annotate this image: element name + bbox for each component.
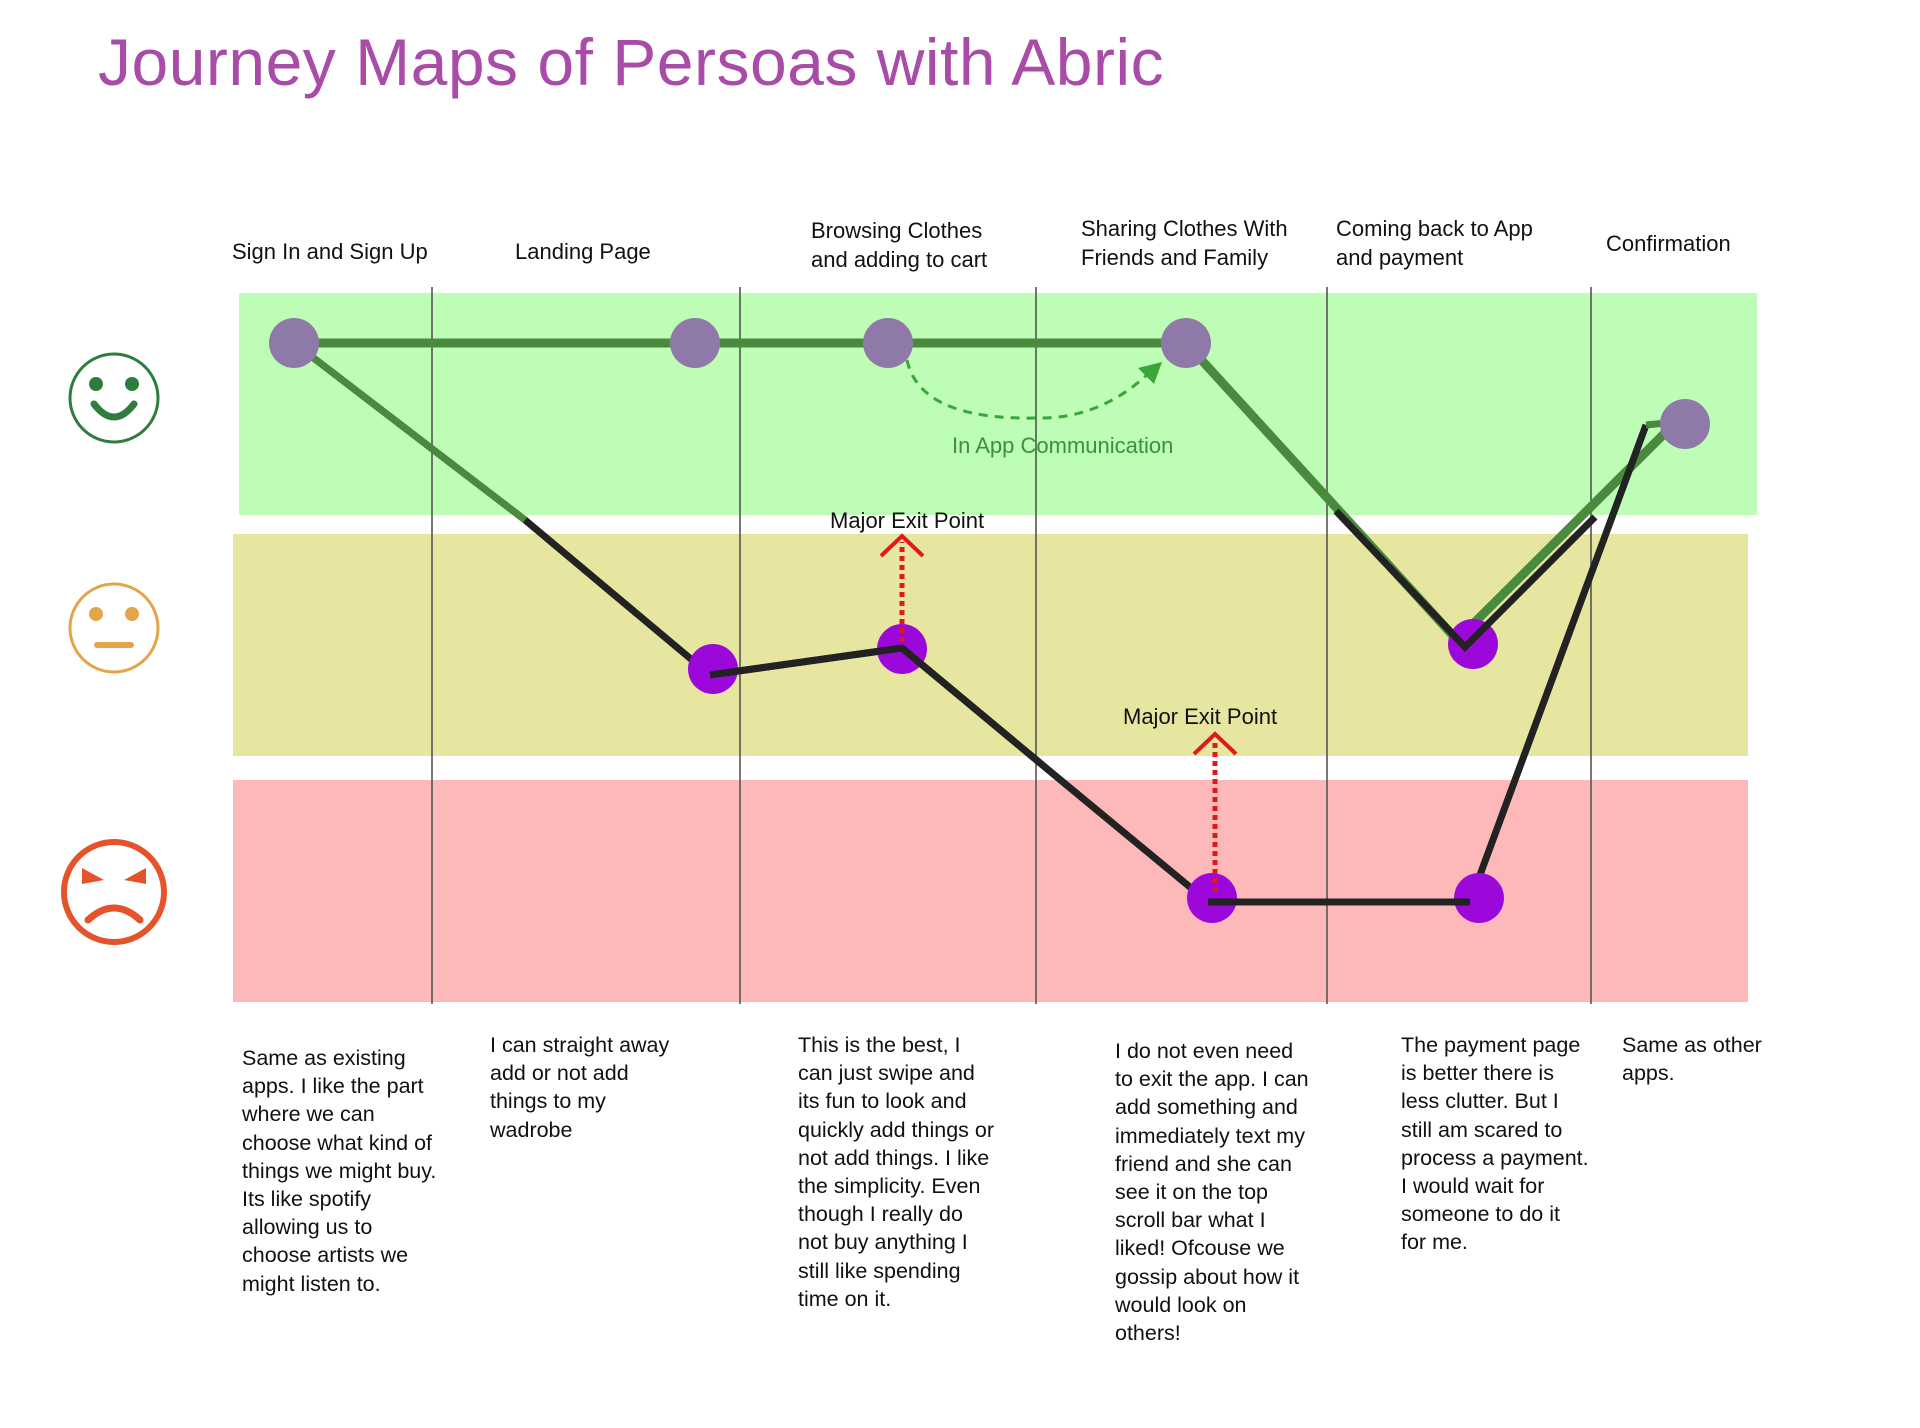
- journey-point: [863, 318, 913, 368]
- note-landing: I can straight away add or not add thing…: [490, 1033, 670, 1142]
- journey-point: [670, 318, 720, 368]
- stage-header-payment: Coming back to App and payment: [1336, 214, 1533, 272]
- persona-b-journey-line-detail: [709, 644, 1043, 766]
- stage-header-line: Sharing Clothes With: [1081, 216, 1288, 241]
- stage-header-sign-in: Sign In and Sign Up: [232, 237, 428, 266]
- arrow-head-icon: [1138, 362, 1162, 384]
- persona-a-journey-line-detail: [1333, 508, 1598, 653]
- stage-header-line: Browsing Clothes: [811, 218, 983, 243]
- stage-header-landing: Landing Page: [515, 237, 651, 266]
- note-browsing: This is the best, I can just swipe and i…: [798, 1033, 994, 1311]
- stage-header-line: and adding to cart: [811, 247, 988, 272]
- stage-dividers: [431, 287, 1592, 1004]
- band-happy: [239, 293, 1757, 515]
- note-sharing: I do not even need to exit the app. I ca…: [1115, 1039, 1309, 1346]
- note-sign-in: Same as existing apps. I like the part w…: [242, 1046, 437, 1296]
- journey-point: [1454, 873, 1504, 923]
- arrow-head-icon: [1192, 731, 1238, 756]
- major-exit-point-label-1: Major Exit Point: [830, 508, 984, 533]
- neutral-face-icon: [68, 582, 160, 674]
- stage-header-sharing: Sharing Clothes With Friends and Family: [1081, 214, 1288, 272]
- persona-a-points: [269, 318, 1710, 449]
- note-confirmation: Same as other apps.: [1622, 1033, 1762, 1086]
- stage-header-line: Sign In and Sign Up: [232, 239, 428, 264]
- journey-point: [688, 644, 738, 694]
- in-app-communication-label: In App Communication: [952, 433, 1173, 458]
- stage-header-line: Coming back to App: [1336, 216, 1533, 241]
- journey-point: [1161, 318, 1211, 368]
- stage-header-line: and payment: [1336, 245, 1464, 270]
- stage-header-line: Confirmation: [1606, 231, 1731, 256]
- in-app-communication-arrow: [905, 359, 1152, 420]
- persona-a-journey-line: [294, 338, 1680, 647]
- persona-a-journey-line-overlay: [291, 340, 528, 523]
- major-exit-point-label-2: Major Exit Point: [1123, 704, 1277, 729]
- arrow-head-icon: [879, 533, 925, 558]
- note-payment: The payment page is better there is less…: [1401, 1033, 1589, 1255]
- stage-header-line: Friends and Family: [1081, 245, 1269, 270]
- journey-point: [1187, 873, 1237, 923]
- journey-point: [269, 318, 319, 368]
- stage-header-line: Landing Page: [515, 239, 651, 264]
- stage-header-browsing: Browsing Clothes and adding to cart: [811, 216, 987, 274]
- angry-face-icon: [61, 839, 167, 945]
- happy-face-icon: [68, 352, 160, 444]
- band-angry: [233, 780, 1748, 1002]
- journey-point: [1660, 399, 1710, 449]
- journey-point: [1448, 619, 1498, 669]
- page-title: Journey Maps of Persoas with Abric: [98, 25, 1165, 99]
- stage-header-confirmation: Confirmation: [1606, 229, 1731, 258]
